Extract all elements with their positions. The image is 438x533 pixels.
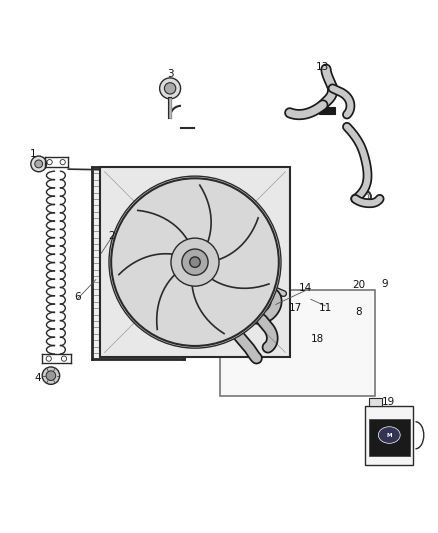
Circle shape [183, 209, 190, 216]
Circle shape [111, 179, 279, 346]
Text: 1: 1 [30, 149, 37, 159]
Circle shape [46, 371, 56, 381]
Circle shape [183, 227, 190, 234]
Circle shape [171, 238, 219, 286]
Text: 10: 10 [261, 231, 274, 241]
Bar [92, 167, 184, 359]
Circle shape [230, 305, 244, 319]
Bar [268, 305, 276, 311]
Text: 8: 8 [355, 308, 362, 317]
Text: 10: 10 [245, 205, 258, 215]
Circle shape [230, 319, 238, 327]
Text: 9: 9 [381, 279, 388, 289]
Text: 19: 19 [382, 397, 395, 407]
Circle shape [109, 176, 281, 348]
Text: 18: 18 [311, 334, 324, 344]
Circle shape [61, 356, 67, 361]
Text: 5: 5 [125, 277, 132, 287]
Text: 20: 20 [352, 280, 365, 290]
Text: 4: 4 [35, 373, 41, 383]
Circle shape [276, 335, 283, 342]
Text: 14: 14 [299, 284, 312, 293]
Text: 15: 15 [219, 303, 232, 313]
Circle shape [159, 78, 180, 99]
Text: 16: 16 [220, 320, 233, 330]
Text: 11: 11 [318, 303, 332, 313]
Circle shape [190, 257, 200, 268]
Ellipse shape [378, 427, 400, 443]
Text: 6: 6 [74, 292, 81, 302]
Circle shape [42, 367, 60, 384]
Bar [220, 290, 375, 396]
Circle shape [249, 243, 259, 253]
Text: 3: 3 [167, 69, 173, 79]
Bar [369, 419, 410, 456]
Circle shape [31, 156, 46, 172]
Text: 2: 2 [108, 231, 114, 241]
Circle shape [227, 316, 241, 330]
Circle shape [164, 83, 176, 94]
Circle shape [60, 159, 65, 165]
Circle shape [302, 296, 311, 305]
Circle shape [46, 356, 51, 361]
Circle shape [248, 249, 256, 257]
Bar [369, 398, 382, 406]
Circle shape [35, 160, 42, 168]
Bar [365, 406, 413, 465]
Bar [227, 293, 237, 298]
Circle shape [182, 249, 208, 275]
Circle shape [126, 289, 133, 296]
Bar [319, 107, 335, 114]
Circle shape [183, 192, 190, 199]
Text: M: M [386, 433, 392, 438]
Circle shape [233, 308, 241, 316]
Circle shape [183, 174, 190, 181]
Circle shape [47, 159, 52, 165]
Text: 13: 13 [316, 61, 329, 71]
Text: 7: 7 [241, 251, 247, 261]
Bar [100, 167, 290, 357]
Text: 17: 17 [289, 303, 302, 313]
Text: 12: 12 [209, 279, 222, 289]
